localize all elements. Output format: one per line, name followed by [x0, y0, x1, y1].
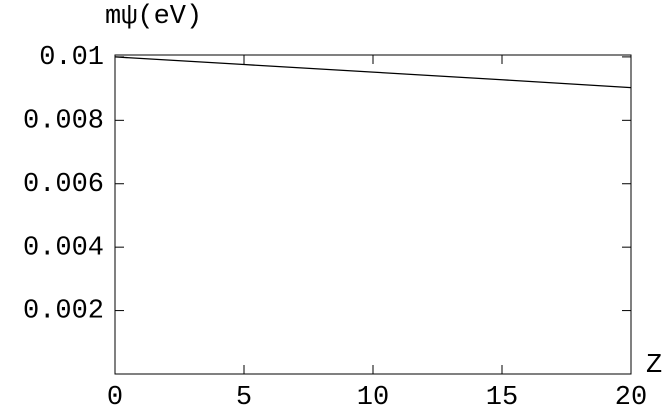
x-tick-label: 10 [357, 383, 389, 410]
y-tick-label: 0.002 [23, 297, 104, 327]
y-tick-label: 0.008 [23, 106, 104, 136]
plot-frame [114, 54, 632, 375]
y-axis-label: mψ(eV) [105, 2, 202, 32]
x-tick-label: 0 [107, 383, 123, 410]
x-tick-label: 5 [236, 383, 252, 410]
y-tick-label: 0.004 [23, 233, 104, 263]
x-axis-label: Z [646, 351, 662, 381]
y-tick-label: 0.006 [23, 170, 104, 200]
y-tick-label: 0.01 [39, 43, 104, 73]
data-line [114, 56, 632, 89]
x-tick-label: 20 [615, 383, 647, 410]
x-tick-label: 15 [486, 383, 518, 410]
